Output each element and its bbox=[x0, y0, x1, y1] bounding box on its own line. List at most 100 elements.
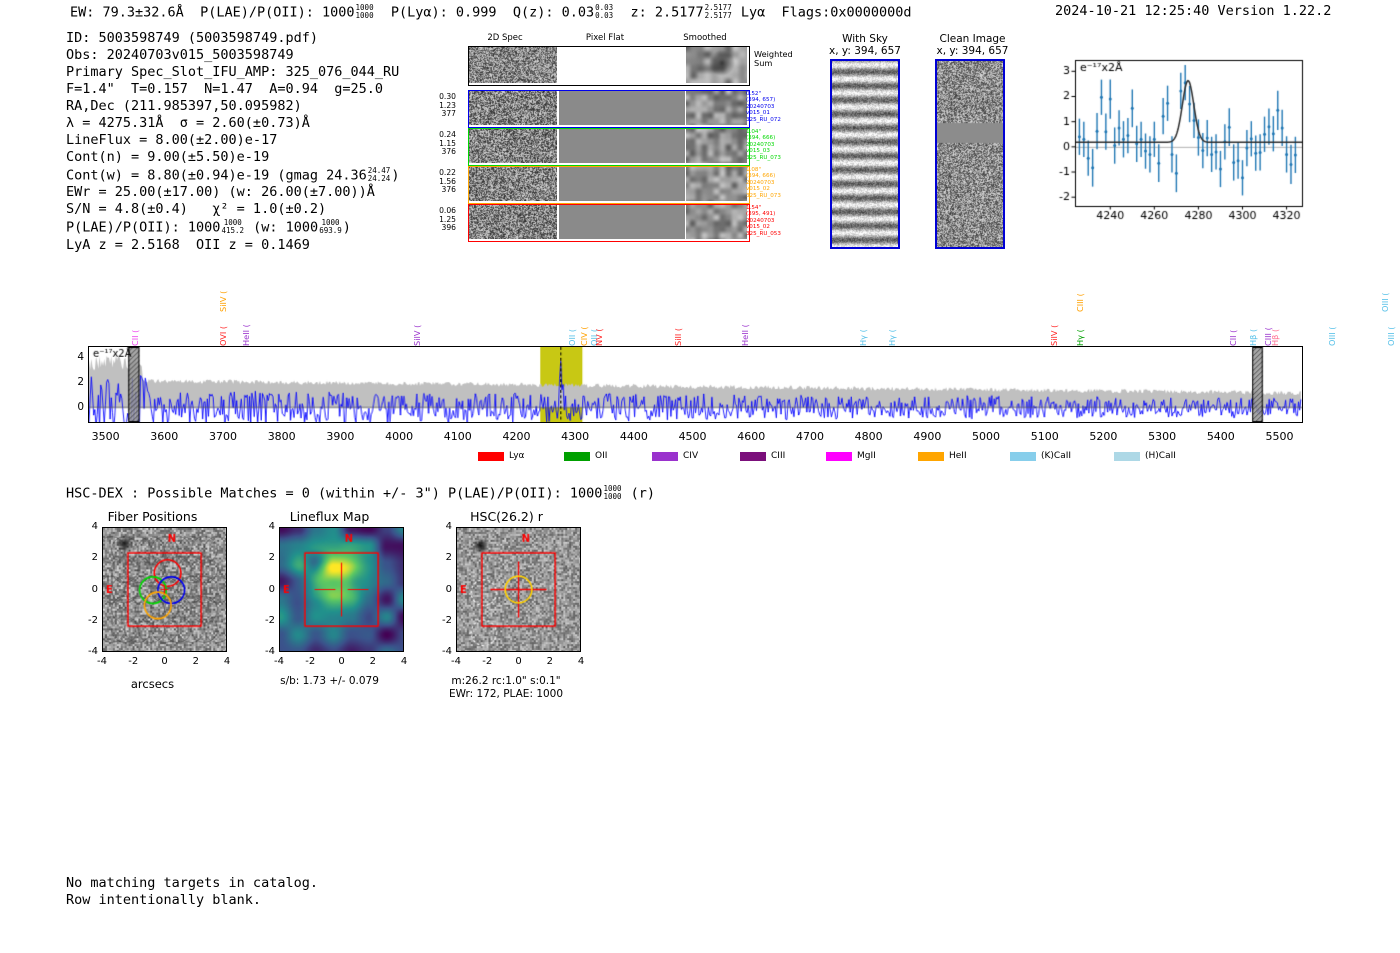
meta-lambda: λ = 4275.31Å σ = 2.60(±0.73)Å bbox=[66, 115, 310, 131]
ew-value: 79.3±32.6Å bbox=[102, 4, 184, 21]
bottom-ytick-2-1: 2 bbox=[445, 552, 452, 564]
emission-line-label-4: SiIV ( bbox=[411, 324, 422, 346]
emission-line-label-16: CII ( bbox=[1227, 329, 1238, 346]
fiber-row-2[interactable] bbox=[468, 128, 750, 166]
spectrum-ytick-0: 0 bbox=[77, 401, 84, 414]
spectrum-xtick-4700: 4700 bbox=[795, 430, 824, 443]
emission-line-label-12: Hγ ( bbox=[887, 329, 898, 346]
legend-swatch-CIV bbox=[652, 452, 678, 461]
z-range: 2.5177 2.5177 bbox=[704, 3, 732, 20]
meta-seeing: F=1.4" T=0.157 N=1.47 A=0.94 g=25.0 bbox=[66, 81, 383, 97]
fiber-pixelflat-image bbox=[559, 205, 685, 239]
legend-swatch-CIII bbox=[740, 452, 766, 461]
weighted-sum-smoothed-image bbox=[686, 47, 747, 83]
bottom-ytick-0-3: -2 bbox=[88, 614, 98, 626]
legend-label-(K)CaII: (K)CaII bbox=[1041, 451, 1072, 461]
bottom-xtick-1-0: -4 bbox=[274, 656, 284, 667]
meta-obs: Obs: 20240703v015_5003598749 bbox=[66, 47, 294, 63]
plya-value: 0.999 bbox=[455, 4, 497, 21]
bottom-ytick-0-4: -4 bbox=[88, 646, 98, 657]
emission-line-label-3: HeII ( bbox=[241, 324, 252, 346]
z-value: 2.5177 bbox=[654, 4, 704, 21]
emission-line-label-21: OIII ( bbox=[1380, 292, 1391, 313]
fiber-2dspec-image bbox=[469, 129, 557, 163]
bottom-xtick-1-3: 2 bbox=[369, 656, 376, 667]
spectrum-xtick-5000: 5000 bbox=[972, 430, 1001, 443]
fiber-weights-2: 0.24 1.15 376 bbox=[439, 130, 456, 157]
footer-note: No matching targets in catalog. Row inte… bbox=[66, 875, 318, 909]
spectrum-xtick-4400: 4400 bbox=[619, 430, 648, 443]
full-spectrum-section: CII (SiIV (OVI (HeII (SiIV (OII (CIV (OI… bbox=[0, 262, 1400, 467]
bottom-ytick-1-2: 0 bbox=[268, 583, 275, 595]
emission-line-label-14: CIII ( bbox=[1074, 293, 1085, 312]
bottom-ytick-1-4: -4 bbox=[265, 646, 275, 657]
legend-swatch-(H)CaII bbox=[1114, 452, 1140, 461]
bottom-xtick-2-4: 4 bbox=[577, 656, 585, 667]
image-cutouts-panel: With Sky x, y: 394, 657 Clean Image x, y… bbox=[820, 33, 1020, 249]
withsky-title: With Sky x, y: 394, 657 bbox=[829, 33, 901, 57]
legend-swatch-MgII bbox=[826, 452, 852, 461]
column-header-2dspec: 2D Spec bbox=[487, 33, 523, 43]
legend-label-OII: OII bbox=[595, 451, 608, 461]
spectrum-xtick-4600: 4600 bbox=[737, 430, 766, 443]
legend-label-MgII: MgII bbox=[857, 451, 876, 461]
fiber-info-4: 1.54" (395, 491) 20240703 v015_02 325_RU_053 bbox=[746, 205, 781, 237]
weighted-sum-2dspec-image bbox=[469, 47, 557, 83]
weighted-sum-pixelflat-image bbox=[559, 47, 685, 83]
emission-line-label-2: OVI ( bbox=[218, 325, 228, 346]
column-header-pixelflat: Pixel Flat bbox=[585, 33, 625, 43]
spectrum-xtick-4200: 4200 bbox=[502, 430, 531, 443]
fiber-positions-panel: Fiber Positions arcsecs bbox=[60, 505, 245, 720]
timestamp-version: 2024-10-21 12:25:40 Version 1.22.2 bbox=[1055, 3, 1332, 19]
fiber-row-3[interactable] bbox=[468, 166, 750, 204]
fiber-smoothed-image bbox=[686, 167, 747, 201]
spectrum-xtick-5500: 5500 bbox=[1265, 430, 1294, 443]
bottom-xtick-1-4: 4 bbox=[400, 656, 408, 667]
legend-label-CIII: CIII bbox=[771, 451, 786, 461]
gmag-range: 24.47 24.24 bbox=[367, 166, 391, 183]
fiber-positions-xlabel: arcsecs bbox=[130, 677, 175, 691]
full-spectrum-canvas bbox=[88, 346, 1303, 423]
bottom-xtick-0-1: -2 bbox=[128, 656, 139, 667]
bottom-xtick-2-3: 2 bbox=[546, 656, 553, 667]
bottom-xtick-0-2: 0 bbox=[161, 656, 168, 667]
cleanimage-image bbox=[935, 59, 1005, 249]
emission-line-label-17: Hβ ( bbox=[1248, 328, 1259, 346]
meta-ewr: EWr = 25.00(±17.00) (w: 26.00(±7.00))Å bbox=[66, 184, 375, 201]
fiber-row-4[interactable] bbox=[468, 204, 750, 242]
legend-label-CIV: CIV bbox=[683, 451, 699, 461]
fiber-weights-4: 0.06 1.25 396 bbox=[439, 206, 456, 233]
plae-range: 1000 1000 bbox=[355, 3, 374, 20]
meta-id: ID: 5003598749 (5003598749.pdf) bbox=[66, 30, 318, 46]
emission-line-label-22: OIII ( bbox=[1386, 326, 1397, 347]
flags-label: Flags:0x0000000d bbox=[781, 4, 912, 21]
plae-value: 1000 bbox=[322, 4, 355, 21]
emission-line-label-10: HeII ( bbox=[740, 324, 751, 346]
weighted-sum-label: Weighted Sum bbox=[754, 49, 793, 69]
spectrum-xtick-5200: 5200 bbox=[1089, 430, 1118, 443]
meta-plae-range: 1000 415.2 bbox=[221, 218, 245, 235]
fiber-smoothed-image bbox=[686, 91, 747, 125]
hscdex-plae-range: 1000 1000 bbox=[603, 484, 622, 501]
meta-cont-w: Cont(w) = 8.80(±0.94)e-19 (gmag 24.36 24.… bbox=[66, 166, 400, 184]
spectrum-xtick-3900: 3900 bbox=[326, 430, 355, 443]
meta-plae: P(LAE)/P(OII): 1000 1000 415.2 (w: 1000 100… bbox=[66, 218, 351, 236]
line-profile-canvas bbox=[1035, 52, 1310, 232]
fiber-pixelflat-image bbox=[559, 129, 685, 163]
bottom-ytick-2-2: 0 bbox=[445, 583, 452, 595]
lineflux-map-panel: Lineflux Map s/b: 1.73 +/- 0.079 bbox=[237, 505, 422, 720]
bottom-xtick-0-3: 2 bbox=[192, 656, 199, 667]
emission-line-label-6: CIV ( bbox=[578, 326, 589, 346]
weighted-sum-row bbox=[468, 46, 750, 86]
bottom-cutouts-section: Fiber Positions arcsecs Lineflux Map s/b… bbox=[0, 505, 640, 720]
qz-value: 0.03 bbox=[561, 4, 595, 21]
fiber-row-1[interactable] bbox=[468, 90, 750, 128]
fiber-positions-image bbox=[102, 527, 227, 652]
legend-swatch-OII bbox=[564, 452, 590, 461]
z-label: z: bbox=[630, 4, 647, 21]
emission-line-label-20: OIII ( bbox=[1327, 326, 1338, 347]
legend-label-(H)CaII: (H)CaII bbox=[1145, 451, 1176, 461]
bottom-ytick-2-4: -4 bbox=[442, 646, 452, 657]
meta-primary-spec: Primary Spec_Slot_IFU_AMP: 325_076_044_R… bbox=[66, 64, 400, 80]
bottom-xtick-1-2: 0 bbox=[338, 656, 345, 667]
